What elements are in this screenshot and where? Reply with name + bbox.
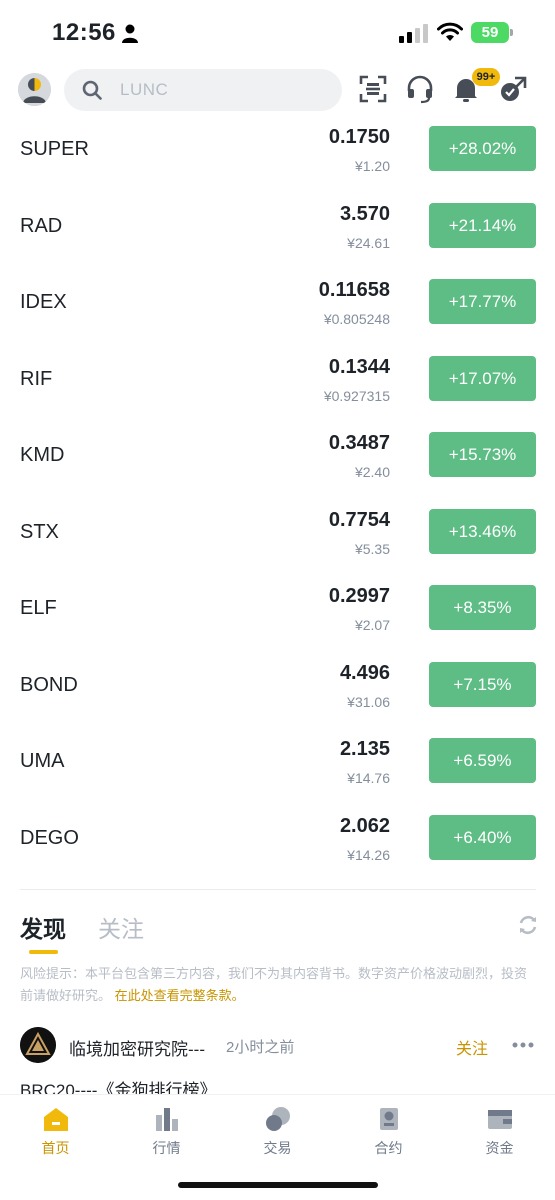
scan-icon[interactable] [358,74,388,104]
coin-symbol: KMD [20,444,65,466]
coin-cny-price: ¥14.26 [347,846,390,863]
notification-badge: 99+ [472,68,500,86]
avatar-icon [18,73,51,106]
headset-icon[interactable] [405,74,435,104]
search-bar[interactable]: LUNC [64,69,342,111]
home-indicator[interactable] [178,1182,378,1188]
futures-icon [380,1108,398,1130]
coin-row[interactable]: STX 0.7754 ¥5.35 +13.46% [0,508,555,586]
change-badge[interactable]: +6.59% [429,738,536,783]
coin-cny-price: ¥2.40 [354,464,390,480]
coin-cny-price: ¥14.76 [347,770,390,786]
follow-button[interactable]: 关注 [456,1041,489,1058]
post-title[interactable]: BRC20----《金狗排行榜》 [20,1081,217,1094]
nav-item-home[interactable]: 首页 [0,1095,111,1175]
nav-label: 交易 [263,1140,292,1156]
coin-row[interactable]: ELF 0.2997 ¥2.07 +8.35% [0,585,555,662]
change-badge[interactable]: +8.35% [429,585,536,630]
home-icon [44,1108,68,1131]
trade-icon [266,1107,290,1131]
tab-following[interactable]: 关注 [98,916,144,942]
person-icon [122,24,138,43]
nav-label: 行情 [152,1140,181,1156]
coin-cny-price: ¥0.805248 [323,311,390,327]
wifi-icon [437,22,463,41]
nav-item-markets[interactable]: 行情 [111,1095,222,1175]
coin-price: 2.135 [339,738,390,760]
coin-symbol: UMA [20,750,65,772]
status-bar: 12:56 59 [0,0,555,62]
coin-price: 0.1750 [328,126,390,148]
nav-label: 首页 [41,1140,70,1156]
coin-symbol: SUPER [20,138,89,160]
coin-row[interactable]: DEGO 2.062 ¥14.26 +6.40% [0,814,555,892]
coin-symbol: ELF [20,597,57,619]
battery-icon: 59 [471,22,513,43]
wallet-icon [488,1110,512,1129]
change-badge[interactable]: +13.46% [429,508,536,554]
coin-row[interactable]: UMA 2.135 ¥14.76 +6.59% [0,738,555,815]
coin-row[interactable]: RIF 0.1344 ¥0.927315 +17.07% [0,355,555,433]
coin-price: 0.2997 [328,585,390,607]
coin-cny-price: ¥31.06 [347,693,390,710]
change-badge[interactable]: +17.77% [429,279,536,324]
change-badge[interactable]: +6.40% [429,814,536,860]
nav-item-futures[interactable]: 合约 [333,1095,444,1175]
post-author-name[interactable]: 临境加密研究院--- [69,1040,205,1059]
disclaimer-text: 风险提示：本平台包含第三方内容，我们不为其内容背书。数字资产价格波动剧烈，投资前… [20,966,528,1003]
active-tab-indicator [29,950,58,954]
change-badge[interactable]: +7.15% [429,661,536,707]
coin-symbol: IDEX [20,291,67,313]
coin-row[interactable]: IDEX 0.11658 ¥0.805248 +17.77% [0,279,555,356]
change-badge[interactable]: +21.14% [429,202,536,248]
refresh-icon[interactable] [517,914,539,936]
share-icon[interactable] [498,74,528,104]
change-badge[interactable]: +15.73% [429,432,536,477]
coin-price: 3.570 [339,202,390,225]
signal-icon [399,24,428,43]
section-divider [20,889,536,890]
nav-label: 合约 [374,1140,403,1156]
coin-cny-price: ¥24.61 [347,234,390,251]
status-time: 12:56 [52,19,116,46]
coin-cny-price: ¥0.927315 [323,387,390,404]
coin-cny-price: ¥1.20 [354,158,390,174]
more-icon[interactable] [512,1042,534,1048]
coin-symbol: RIF [20,367,53,390]
search-icon [82,80,102,100]
coin-price: 2.062 [339,814,390,837]
coin-symbol: DEGO [20,826,79,849]
coin-price: 0.3487 [328,432,390,454]
coin-price: 0.7754 [328,508,390,531]
markets-icon [156,1108,178,1131]
coin-price: 0.1344 [328,355,390,378]
post-time: 2小时之前 [226,1039,295,1056]
coin-symbol: BOND [20,673,78,696]
coin-row[interactable]: RAD 3.570 ¥24.61 +21.14% [0,202,555,280]
triangle-logo-icon [20,1027,56,1063]
coin-symbol: RAD [20,214,63,237]
coin-cny-price: ¥5.35 [354,540,390,557]
change-badge[interactable]: +28.02% [429,126,536,171]
terms-link[interactable]: 在此处查看完整条款。 [114,988,245,1003]
change-badge[interactable]: +17.07% [429,355,536,401]
bell-icon[interactable] [451,74,481,104]
coin-symbol: STX [20,520,59,543]
battery-level: 59 [471,22,509,43]
nav-item-wallet[interactable]: 资金 [444,1095,555,1175]
coin-row[interactable]: SUPER 0.1750 ¥1.20 +28.02% [0,126,555,203]
post-author-avatar[interactable] [20,1027,56,1063]
avatar[interactable] [18,73,51,106]
coin-row[interactable]: BOND 4.496 ¥31.06 +7.15% [0,661,555,739]
search-input[interactable]: LUNC [120,80,169,99]
coin-cny-price: ¥2.07 [354,617,390,633]
coin-row[interactable]: KMD 0.3487 ¥2.40 +15.73% [0,432,555,509]
coin-price: 4.496 [339,661,390,684]
nav-label: 资金 [485,1140,514,1156]
tab-discover[interactable]: 发现 [20,916,66,942]
risk-disclaimer: 风险提示：本平台包含第三方内容，我们不为其内容背书。数字资产价格波动剧烈，投资前… [20,963,530,1007]
coin-price: 0.11658 [318,279,390,301]
nav-item-trade[interactable]: 交易 [222,1095,333,1175]
gainers-list: SUPER 0.1750 ¥1.20 +28.02% RAD 3.570 ¥24… [0,126,555,891]
